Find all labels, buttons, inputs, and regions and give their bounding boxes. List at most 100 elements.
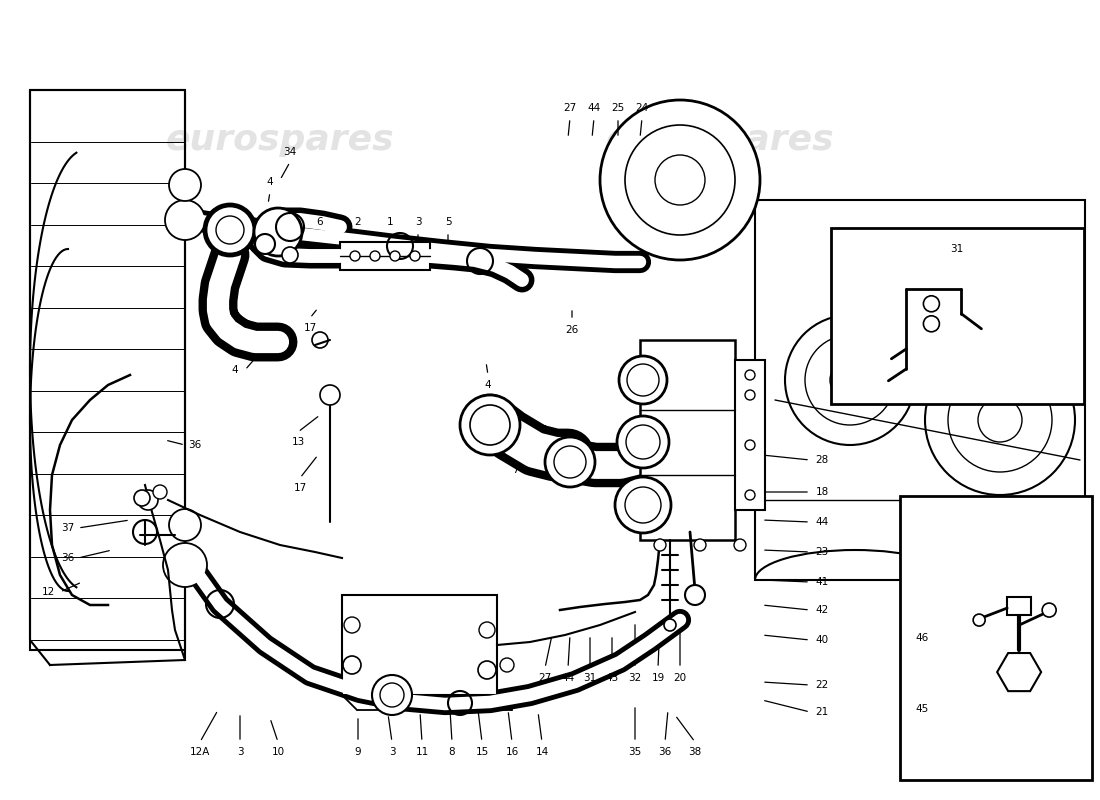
- Text: 20: 20: [673, 673, 686, 683]
- Circle shape: [627, 364, 659, 396]
- Circle shape: [745, 490, 755, 500]
- Circle shape: [615, 477, 671, 533]
- Circle shape: [694, 539, 706, 551]
- Circle shape: [169, 509, 201, 541]
- Text: 8: 8: [449, 747, 455, 757]
- Text: 44: 44: [587, 103, 601, 113]
- Text: 15: 15: [475, 747, 488, 757]
- Circle shape: [153, 485, 167, 499]
- Circle shape: [163, 543, 207, 587]
- Circle shape: [206, 206, 254, 254]
- Text: 25: 25: [612, 103, 625, 113]
- Text: 4: 4: [485, 380, 492, 390]
- Bar: [640, 340, 735, 540]
- Text: 21: 21: [815, 707, 828, 717]
- Text: 32: 32: [628, 673, 641, 683]
- Circle shape: [312, 332, 328, 348]
- Circle shape: [617, 416, 669, 468]
- Circle shape: [255, 234, 275, 254]
- Circle shape: [133, 520, 157, 544]
- Text: 18: 18: [815, 487, 828, 497]
- Text: eurospares: eurospares: [606, 123, 834, 157]
- Circle shape: [460, 395, 520, 455]
- Text: 36: 36: [188, 440, 201, 450]
- Circle shape: [343, 656, 361, 674]
- Circle shape: [320, 385, 340, 405]
- Circle shape: [654, 539, 666, 551]
- Text: 3: 3: [388, 747, 395, 757]
- Bar: [900, 496, 1092, 780]
- Circle shape: [544, 437, 595, 487]
- Bar: [342, 595, 497, 695]
- Circle shape: [626, 425, 660, 459]
- Text: 26: 26: [565, 325, 579, 335]
- Text: 36: 36: [659, 747, 672, 757]
- Bar: [755, 200, 1085, 580]
- Text: 12A: 12A: [190, 747, 210, 757]
- Text: 4: 4: [266, 177, 273, 187]
- Circle shape: [370, 251, 379, 261]
- Circle shape: [254, 208, 303, 256]
- Circle shape: [745, 440, 755, 450]
- Text: 37: 37: [62, 523, 75, 533]
- Text: 14: 14: [536, 747, 549, 757]
- Circle shape: [169, 169, 201, 201]
- Circle shape: [134, 490, 150, 506]
- Circle shape: [478, 622, 495, 638]
- Text: 43: 43: [605, 673, 618, 683]
- Circle shape: [785, 315, 915, 445]
- Circle shape: [664, 619, 676, 631]
- Text: 17: 17: [294, 483, 307, 493]
- Text: 2: 2: [354, 217, 361, 227]
- Text: 19: 19: [651, 673, 664, 683]
- Text: 10: 10: [272, 747, 285, 757]
- Text: 3: 3: [415, 217, 421, 227]
- Text: 31: 31: [950, 244, 964, 254]
- Text: 28: 28: [815, 455, 828, 465]
- Circle shape: [165, 200, 205, 240]
- Circle shape: [685, 585, 705, 605]
- Text: 27: 27: [563, 103, 576, 113]
- Circle shape: [925, 345, 1075, 495]
- Circle shape: [470, 405, 510, 445]
- Text: 17: 17: [304, 323, 317, 333]
- Text: 1: 1: [387, 217, 394, 227]
- Circle shape: [745, 390, 755, 400]
- Bar: [30, 90, 185, 650]
- Text: 45: 45: [915, 704, 928, 714]
- Text: 44: 44: [815, 517, 828, 527]
- Text: 27: 27: [538, 673, 551, 683]
- Circle shape: [734, 539, 746, 551]
- Circle shape: [554, 446, 586, 478]
- Circle shape: [390, 251, 400, 261]
- Circle shape: [1042, 603, 1056, 617]
- Circle shape: [344, 617, 360, 633]
- Text: 42: 42: [815, 605, 828, 615]
- Circle shape: [138, 490, 158, 510]
- Circle shape: [745, 370, 755, 380]
- Text: 34: 34: [284, 147, 297, 157]
- Text: 9: 9: [354, 747, 361, 757]
- Bar: [340, 242, 430, 270]
- Text: 22: 22: [815, 680, 828, 690]
- Text: 23: 23: [815, 547, 828, 557]
- Text: 24: 24: [636, 103, 649, 113]
- Text: 6: 6: [317, 217, 323, 227]
- Text: 31: 31: [583, 673, 596, 683]
- Bar: [1008, 597, 1031, 615]
- Text: 16: 16: [505, 747, 518, 757]
- Text: 38: 38: [689, 747, 702, 757]
- Circle shape: [619, 356, 667, 404]
- Text: 40: 40: [815, 635, 828, 645]
- Circle shape: [974, 614, 986, 626]
- Circle shape: [350, 251, 360, 261]
- Circle shape: [625, 125, 735, 235]
- Text: 46: 46: [915, 633, 928, 643]
- Text: 11: 11: [416, 747, 429, 757]
- Circle shape: [500, 658, 514, 672]
- Circle shape: [372, 675, 412, 715]
- Text: 5: 5: [444, 217, 451, 227]
- Text: 4: 4: [232, 365, 239, 375]
- Text: eurospares: eurospares: [166, 123, 394, 157]
- Bar: [830, 228, 1084, 404]
